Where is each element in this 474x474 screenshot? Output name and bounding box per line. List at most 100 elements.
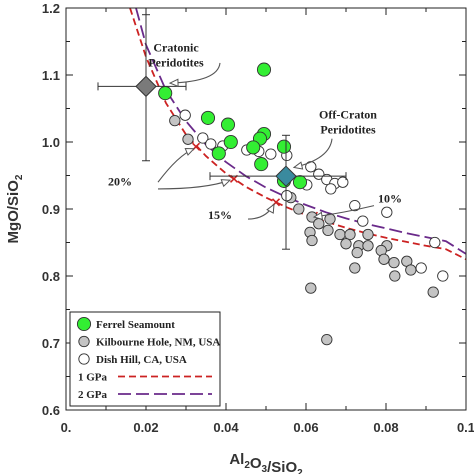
data-point: [427, 286, 439, 298]
data-point: [357, 215, 369, 227]
legend-marker: [76, 316, 92, 332]
data-point: [293, 203, 305, 215]
annotation-line: Peridotites: [320, 123, 376, 137]
data-point: [405, 264, 417, 276]
data-point: [211, 146, 226, 161]
annotation-label: 20%: [108, 175, 132, 189]
data-point: [378, 253, 390, 265]
legend-marker: [78, 353, 90, 365]
data-point: [334, 228, 346, 241]
data-point: [429, 236, 441, 249]
data-point: [281, 189, 293, 202]
y-tick-label: 1.1: [42, 68, 60, 83]
data-point: [313, 218, 325, 230]
data-point: [344, 228, 356, 241]
data-point: [306, 234, 318, 247]
data-point: [322, 224, 334, 237]
data-point: [246, 140, 261, 155]
curve-1-gpa: [129, 8, 466, 261]
y-tick-label: 0.6: [42, 403, 60, 418]
data-point: [349, 262, 361, 274]
data-point: [158, 86, 173, 101]
data-point: [182, 133, 194, 145]
annotation-line: Cratonic: [153, 41, 199, 55]
data-point: [321, 333, 333, 346]
data-point: [256, 62, 272, 77]
data-point: [254, 157, 269, 172]
x-tick-label: 0.08: [373, 420, 398, 435]
legend-label: 1 GPa: [78, 372, 108, 384]
data-point: [351, 246, 363, 259]
y-tick-label: 1.0: [42, 135, 60, 150]
tick-labels: 0. 0.02 0.04 0.06 0.08 0.1 0.6 0.7 0.8 0.9 1.0 1.1 1…: [42, 1, 474, 435]
data-point: [179, 109, 191, 121]
data-point: [381, 206, 393, 218]
data-point: [169, 114, 181, 127]
x-tick-label: 0.04: [213, 420, 239, 435]
reference-diamond: [275, 165, 297, 187]
arrow-15-head: [266, 203, 275, 214]
annotation-label: 15%: [208, 208, 232, 222]
x-tick-label: 0.06: [293, 420, 318, 435]
annotation-label: Off-Craton Peridotites: [319, 108, 377, 137]
y-tick-label: 0.9: [42, 202, 60, 217]
arrow-cratonic-head: [168, 78, 179, 88]
data-point: [305, 282, 317, 294]
data-point: [388, 256, 400, 269]
annotation-line: Off-Craton: [319, 108, 377, 122]
data-point: [292, 175, 308, 190]
data-point: [324, 213, 336, 225]
annotation-line: 15%: [208, 208, 232, 222]
data-point: [349, 199, 361, 212]
data-point: [205, 138, 217, 150]
data-point: [340, 238, 352, 250]
legend-label: Ferrel Seamount: [96, 319, 175, 331]
data-points: [158, 62, 449, 346]
reference-diamond: [135, 75, 157, 98]
x-tick-label: 0.02: [133, 420, 158, 435]
y-axis-title: MgO/SiO2: [5, 174, 25, 243]
arrow-10-head: [312, 211, 324, 221]
legend-marker: [78, 335, 90, 348]
data-point: [389, 270, 401, 282]
x-axis-title: Al2O3/SiO2: [229, 451, 303, 474]
legend-label: Kilbourne Hole, NM, USA: [96, 337, 220, 349]
plot-frame: [65, 7, 467, 411]
data-point: [415, 262, 427, 274]
data-point: [276, 139, 292, 154]
annotation-line: 10%: [378, 191, 402, 205]
legend-box: [69, 311, 221, 407]
legend: Ferrel Seamount Kilbourne Hole, NM, USA Di…: [69, 311, 221, 407]
data-point: [220, 117, 236, 132]
reference-point: [209, 134, 347, 250]
legend-label: Dish Hill, CA, USA: [96, 354, 187, 366]
arrow-off-craton-head: [292, 161, 304, 170]
annotation-label: 10%: [378, 191, 402, 205]
annotation-label: Cratonic Peridotites: [148, 41, 204, 70]
annotation-arrows: [157, 62, 375, 221]
y-tick-label: 1.2: [42, 1, 60, 16]
data-point: [325, 183, 337, 195]
data-point: [337, 176, 349, 188]
reference-points: [97, 14, 347, 250]
data-point: [362, 240, 374, 252]
arrow-20-lower-head: [220, 179, 232, 188]
data-point: [362, 228, 374, 241]
data-point: [223, 134, 238, 150]
annotation-line: Peridotites: [148, 56, 204, 70]
y-tick-label: 0.7: [42, 336, 60, 351]
x-tick-label: 0.: [61, 420, 72, 435]
data-point: [200, 110, 216, 125]
annotation-line: 20%: [108, 175, 132, 189]
data-point: [313, 168, 325, 180]
data-point: [265, 148, 277, 160]
data-point: [437, 270, 449, 282]
x-tick-label: 0.1: [457, 420, 474, 435]
legend-label: 2 GPa: [78, 389, 108, 401]
arrow-20-upper-head: [184, 148, 196, 156]
data-point: [197, 132, 209, 144]
reference-point: [97, 14, 187, 162]
y-tick-label: 0.8: [42, 269, 60, 284]
